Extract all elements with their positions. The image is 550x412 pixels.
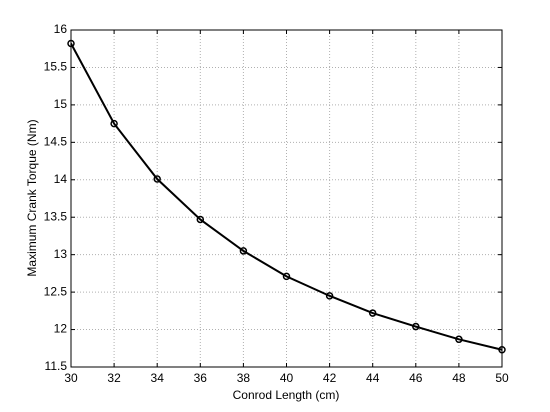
data-point <box>455 335 463 344</box>
x-tick-label: 38 <box>237 371 251 385</box>
data-point <box>153 175 161 183</box>
data-point <box>368 309 377 317</box>
plot-frame <box>70 29 503 368</box>
data-line <box>70 43 503 351</box>
x-axis-label: Conrod Length (cm) <box>233 388 340 402</box>
data-point <box>282 272 291 281</box>
data-point <box>239 247 248 255</box>
y-tick-label: 12.5 <box>44 284 68 298</box>
y-tick-label: 16 <box>54 22 68 36</box>
data-point <box>498 346 506 354</box>
data-point <box>196 215 205 224</box>
x-tick-label: 42 <box>323 371 337 385</box>
y-tick-label: 11.5 <box>45 359 68 373</box>
x-tick-label: 36 <box>194 371 208 385</box>
y-tick-label: 13 <box>54 247 68 261</box>
y-axis-label: Maximum Crank Torque (Nm) <box>25 119 39 276</box>
y-tick-label: 15 <box>54 97 68 111</box>
x-tick-label: 44 <box>366 371 380 385</box>
x-tick-label: 48 <box>452 371 466 385</box>
y-tick-label: 12 <box>54 322 68 336</box>
x-tick-label: 32 <box>107 371 121 385</box>
x-tick-label: 46 <box>409 371 423 385</box>
x-tick-label: 50 <box>495 371 509 385</box>
y-tick-label: 14.5 <box>44 135 68 149</box>
data-point <box>110 119 118 128</box>
y-tick-label: 15.5 <box>44 60 68 74</box>
x-tick-label: 30 <box>64 371 78 385</box>
y-tick-label: 14 <box>54 172 68 186</box>
y-tick-label: 13.5 <box>44 209 68 223</box>
data-point <box>67 39 75 48</box>
data-point <box>412 322 420 331</box>
x-tick-label: 34 <box>151 371 165 385</box>
x-tick-label: 40 <box>280 371 294 385</box>
data-point <box>325 292 334 300</box>
